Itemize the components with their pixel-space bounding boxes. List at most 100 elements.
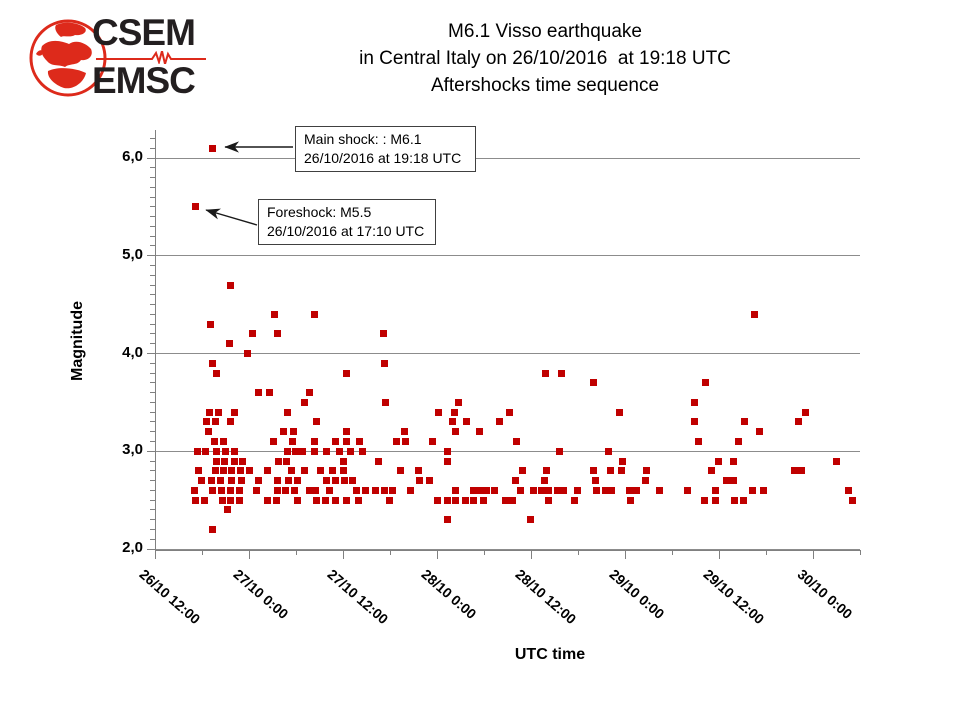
data-point xyxy=(211,418,219,426)
x-tick-label: 30/10 0:00 xyxy=(794,566,856,623)
data-point xyxy=(380,330,388,338)
logo-text-csem: CSEM xyxy=(92,12,196,53)
data-point xyxy=(591,477,599,485)
y-minor-tick xyxy=(150,225,155,227)
data-point xyxy=(400,428,408,436)
data-point xyxy=(217,477,225,485)
data-point xyxy=(601,486,609,494)
data-point xyxy=(517,486,525,494)
data-point xyxy=(193,447,201,455)
chart-title: M6.1 Visso earthquake in Central Italy o… xyxy=(245,18,845,99)
y-minor-tick xyxy=(150,362,155,364)
y-minor-tick xyxy=(150,196,155,198)
data-point xyxy=(311,447,319,455)
data-point xyxy=(454,398,462,406)
data-point xyxy=(452,496,460,504)
data-point xyxy=(555,447,563,455)
seismogram-trace-icon xyxy=(96,51,206,64)
data-point xyxy=(323,477,331,485)
data-point xyxy=(475,486,483,494)
data-point xyxy=(633,486,641,494)
y-minor-tick xyxy=(150,382,155,384)
y-minor-tick xyxy=(150,147,155,149)
data-point xyxy=(590,379,598,387)
data-point xyxy=(425,477,433,485)
data-point xyxy=(449,418,457,426)
data-point xyxy=(348,477,356,485)
data-point xyxy=(219,437,227,445)
data-point xyxy=(741,418,749,426)
data-point xyxy=(340,467,348,475)
x-major-tick xyxy=(718,550,720,559)
x-minor-tick xyxy=(577,550,579,555)
data-point xyxy=(590,467,598,475)
data-point xyxy=(207,320,215,328)
data-point xyxy=(702,379,710,387)
data-point xyxy=(236,486,244,494)
data-point xyxy=(279,428,287,436)
data-point xyxy=(402,437,410,445)
data-point xyxy=(239,457,247,465)
data-point xyxy=(416,477,424,485)
data-point xyxy=(797,467,805,475)
data-point xyxy=(236,496,244,504)
data-point xyxy=(434,496,442,504)
data-point xyxy=(323,447,331,455)
data-point xyxy=(228,467,236,475)
data-point xyxy=(482,486,490,494)
data-point xyxy=(203,418,211,426)
data-point xyxy=(691,398,699,406)
data-point xyxy=(750,310,758,318)
data-point xyxy=(392,437,400,445)
data-point xyxy=(343,437,351,445)
data-point xyxy=(642,467,650,475)
data-point xyxy=(608,486,616,494)
data-point xyxy=(253,486,261,494)
data-point xyxy=(461,496,469,504)
data-point xyxy=(501,496,509,504)
data-point xyxy=(237,477,245,485)
x-tick-label: 27/10 0:00 xyxy=(230,566,292,623)
y-minor-tick xyxy=(150,480,155,482)
data-point xyxy=(490,486,498,494)
data-point xyxy=(388,486,396,494)
data-point xyxy=(729,457,737,465)
data-point xyxy=(226,281,234,289)
chart-title-line2: in Central Italy on 26/10/2016 at 19:18 … xyxy=(359,48,731,69)
gridline xyxy=(155,157,860,159)
data-point xyxy=(362,486,370,494)
data-point xyxy=(735,437,743,445)
data-point xyxy=(381,359,389,367)
gridline xyxy=(155,255,860,257)
data-point xyxy=(346,447,354,455)
data-point xyxy=(470,486,478,494)
x-major-tick xyxy=(248,550,250,559)
data-point xyxy=(508,496,516,504)
x-minor-tick xyxy=(295,550,297,555)
x-tick-label: 28/10 0:00 xyxy=(418,566,480,623)
data-point xyxy=(207,477,215,485)
data-point xyxy=(526,516,534,524)
data-point xyxy=(450,408,458,416)
data-point xyxy=(248,330,256,338)
y-tick-label: 4,0 xyxy=(122,343,143,361)
data-point xyxy=(230,457,238,465)
y-minor-tick xyxy=(150,333,155,335)
data-point xyxy=(218,496,226,504)
data-point xyxy=(739,496,747,504)
data-point xyxy=(794,418,802,426)
data-point xyxy=(540,477,548,485)
x-tick-label: 28/10 12:00 xyxy=(512,566,580,628)
data-point xyxy=(284,477,292,485)
data-point xyxy=(218,486,226,494)
data-point xyxy=(352,486,360,494)
data-point xyxy=(342,428,350,436)
data-point xyxy=(479,496,487,504)
y-minor-tick xyxy=(150,265,155,267)
data-point xyxy=(626,496,634,504)
data-point xyxy=(691,418,699,426)
data-point xyxy=(305,389,313,397)
data-point xyxy=(275,457,283,465)
data-point xyxy=(371,486,379,494)
